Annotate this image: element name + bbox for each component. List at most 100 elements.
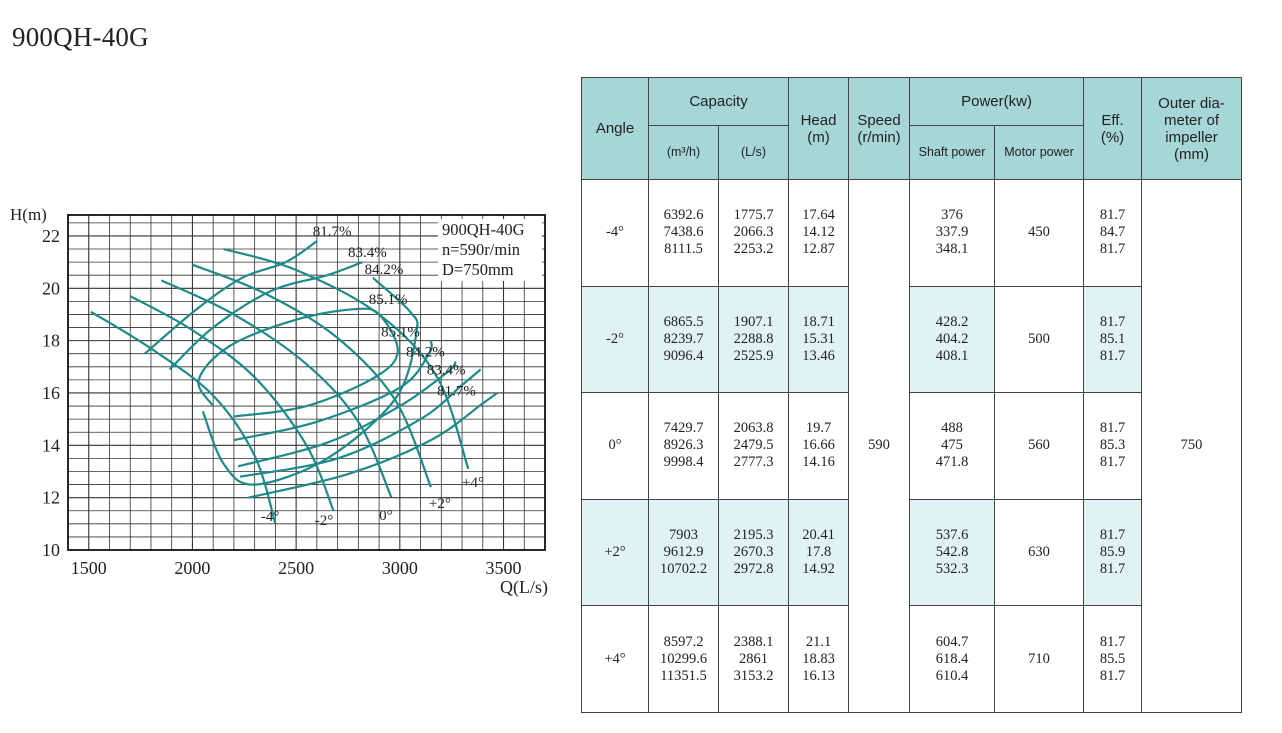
efficiency-curve bbox=[233, 340, 433, 442]
cell-head-value: 18.71 bbox=[802, 313, 835, 330]
cell-motor-power: 630 bbox=[994, 498, 1085, 607]
cell-head-value: 14.92 bbox=[802, 561, 835, 578]
cell-head-value: 19.7 bbox=[805, 420, 832, 437]
cell-head-value: 18.83 bbox=[802, 650, 835, 667]
chart-labels: 81.7%83.4%84.2%85.1%85.1%84.2%83.4%81.7%… bbox=[261, 224, 484, 529]
cell-motor-power: 450 bbox=[994, 179, 1085, 287]
performance-table-body: -4° 6392.6 7438.6 8111.5 1775.7 2066.3 2253.2 1… bbox=[581, 179, 1243, 713]
curve-annotation: 84.2% bbox=[406, 344, 445, 360]
cell-head: 17.64 14.12 12.87 bbox=[788, 179, 850, 287]
cell-head: 19.7 16.66 14.16 bbox=[788, 392, 850, 500]
table-row: 0° 7429.7 8926.3 9998.4 2063.8 2479.5 2777.3 19… bbox=[581, 392, 1242, 500]
curve-annotation: 85.1% bbox=[381, 325, 420, 341]
chart-grid bbox=[67, 214, 546, 551]
cell-capacity-ls-value: 2195.3 bbox=[733, 527, 774, 544]
cell-head: 18.71 15.31 13.46 bbox=[788, 285, 850, 394]
y-tick-label: 10 bbox=[42, 540, 60, 560]
y-tick-label: 20 bbox=[42, 278, 60, 298]
efficiency-curve bbox=[248, 392, 498, 499]
head-curve bbox=[191, 263, 432, 488]
header-capacity: Capacity bbox=[647, 77, 790, 126]
cell-capacity-ls: 2063.8 2479.5 2777.3 bbox=[717, 392, 790, 500]
header-outer-diameter: Outer dia- meter of impeller (mm) bbox=[1141, 77, 1243, 180]
cell-shaft-power-value: 471.8 bbox=[935, 454, 969, 471]
cell-capacity-m3h-value: 7429.7 bbox=[663, 420, 704, 437]
cell-eff-value: 85.1 bbox=[1099, 330, 1126, 347]
cell-capacity-ls-value: 2253.2 bbox=[733, 241, 774, 258]
cell-shaft-power: 537.6 542.8 532.3 bbox=[909, 498, 996, 607]
efficiency-curve bbox=[237, 360, 457, 468]
cell-shaft-power-value: 532.3 bbox=[935, 561, 969, 578]
cell-capacity-m3h: 6865.5 8239.7 9096.4 bbox=[648, 285, 719, 394]
cell-capacity-m3h-value: 6865.5 bbox=[663, 313, 704, 330]
page-title: 900QH-40G bbox=[12, 22, 149, 52]
cell-head-value: 14.12 bbox=[802, 224, 835, 241]
cell-head-value: 13.46 bbox=[802, 347, 835, 364]
table-row: +2° 7903 9612.9 10702.2 2195.3 2670.3 2972.8 20… bbox=[581, 498, 1242, 607]
curve-annotation: 0° bbox=[379, 508, 393, 524]
cell-eff-value: 81.7 bbox=[1099, 667, 1126, 684]
cell-capacity-ls-value: 1775.7 bbox=[733, 207, 774, 224]
cell-eff: 81.7 85.1 81.7 bbox=[1083, 285, 1143, 394]
cell-shaft-power: 428.2 404.2 408.1 bbox=[909, 285, 996, 394]
cell-angle: -2° bbox=[581, 285, 649, 394]
curve-annotation: 81.7% bbox=[437, 384, 476, 400]
cell-capacity-m3h-value: 7438.6 bbox=[663, 224, 704, 241]
cell-capacity-m3h: 7903 9612.9 10702.2 bbox=[648, 498, 719, 607]
cell-eff: 81.7 85.9 81.7 bbox=[1083, 498, 1143, 607]
head-curve bbox=[160, 279, 393, 499]
table-row: -2° 6865.5 8239.7 9096.4 1907.1 2288.8 2525.9 1… bbox=[581, 285, 1242, 394]
cell-shaft-power-value: 337.9 bbox=[935, 224, 969, 241]
cell-head-value: 21.1 bbox=[805, 633, 832, 650]
cell-shaft-power-value: 428.2 bbox=[935, 313, 969, 330]
cell-capacity-m3h-value: 7903 bbox=[669, 527, 698, 544]
cell-shaft-power-value: 475 bbox=[941, 437, 963, 454]
cell-eff: 81.7 85.5 81.7 bbox=[1083, 605, 1143, 713]
cell-angle: 0° bbox=[581, 392, 649, 500]
cell-eff-value: 81.7 bbox=[1099, 527, 1126, 544]
y-tick-label: 14 bbox=[42, 435, 60, 455]
head-curve bbox=[90, 310, 277, 525]
cell-capacity-ls-value: 2063.8 bbox=[733, 420, 774, 437]
cell-capacity-m3h: 8597.2 10299.6 11351.5 bbox=[648, 605, 719, 713]
cell-head-value: 12.87 bbox=[802, 241, 835, 258]
cell-shaft-power-value: 604.7 bbox=[935, 633, 969, 650]
cell-capacity-m3h: 6392.6 7438.6 8111.5 bbox=[648, 179, 719, 287]
x-tick-label: 3500 bbox=[486, 558, 522, 578]
cell-capacity-ls: 1775.7 2066.3 2253.2 bbox=[717, 179, 790, 287]
header-head: Head (m) bbox=[788, 77, 850, 180]
cell-capacity-ls-value: 1907.1 bbox=[733, 313, 774, 330]
header-eff: Eff. (%) bbox=[1083, 77, 1143, 180]
header-speed: Speed (r/min) bbox=[848, 77, 911, 180]
cell-head-value: 15.31 bbox=[802, 330, 835, 347]
cell-capacity-m3h-value: 8239.7 bbox=[663, 330, 704, 347]
cell-capacity-ls-value: 2525.9 bbox=[733, 347, 774, 364]
cell-eff-value: 81.7 bbox=[1099, 241, 1126, 258]
cell-motor-power: 500 bbox=[994, 285, 1085, 394]
info-box-background bbox=[438, 219, 542, 281]
cell-shaft-power-value: 542.8 bbox=[935, 544, 969, 561]
header-outer-line4: (mm) bbox=[1174, 145, 1209, 163]
y-tick-label: 22 bbox=[42, 226, 60, 246]
cell-eff-value: 81.7 bbox=[1099, 561, 1126, 578]
header-shaft-power: Shaft power bbox=[909, 125, 996, 180]
y-tick-label: 16 bbox=[42, 383, 60, 403]
header-head-unit: (m) bbox=[807, 128, 830, 146]
cell-capacity-m3h-value: 8926.3 bbox=[663, 437, 704, 454]
plot-frame bbox=[67, 214, 546, 551]
x-tick-label: 1500 bbox=[71, 558, 107, 578]
header-outer-line3: impeller bbox=[1165, 128, 1218, 146]
x-axis-label: Q(L/s) bbox=[500, 577, 548, 598]
curve-annotation: +4° bbox=[462, 475, 484, 491]
cell-eff-value: 81.7 bbox=[1099, 454, 1126, 471]
cell-shaft-power-value: 488 bbox=[941, 420, 963, 437]
cell-eff-value: 81.7 bbox=[1099, 633, 1126, 650]
cell-eff-value: 81.7 bbox=[1099, 207, 1126, 224]
cell-angle: -4° bbox=[581, 179, 649, 287]
performance-chart: 81.7% 83.4% 84.2% 85.1% 85.1% 84.2% 83.4% 81.7%… bbox=[0, 195, 570, 615]
cell-capacity-m3h-value: 8597.2 bbox=[663, 633, 704, 650]
chart-axes: H(m) Q(L/s) 1500 2000 2500 3000 3500 10 12 14 16… bbox=[10, 205, 548, 598]
cell-capacity-ls-value: 2066.3 bbox=[733, 224, 774, 241]
cell-head-value: 17.64 bbox=[802, 207, 835, 224]
cell-capacity-ls-value: 2388.1 bbox=[733, 633, 774, 650]
